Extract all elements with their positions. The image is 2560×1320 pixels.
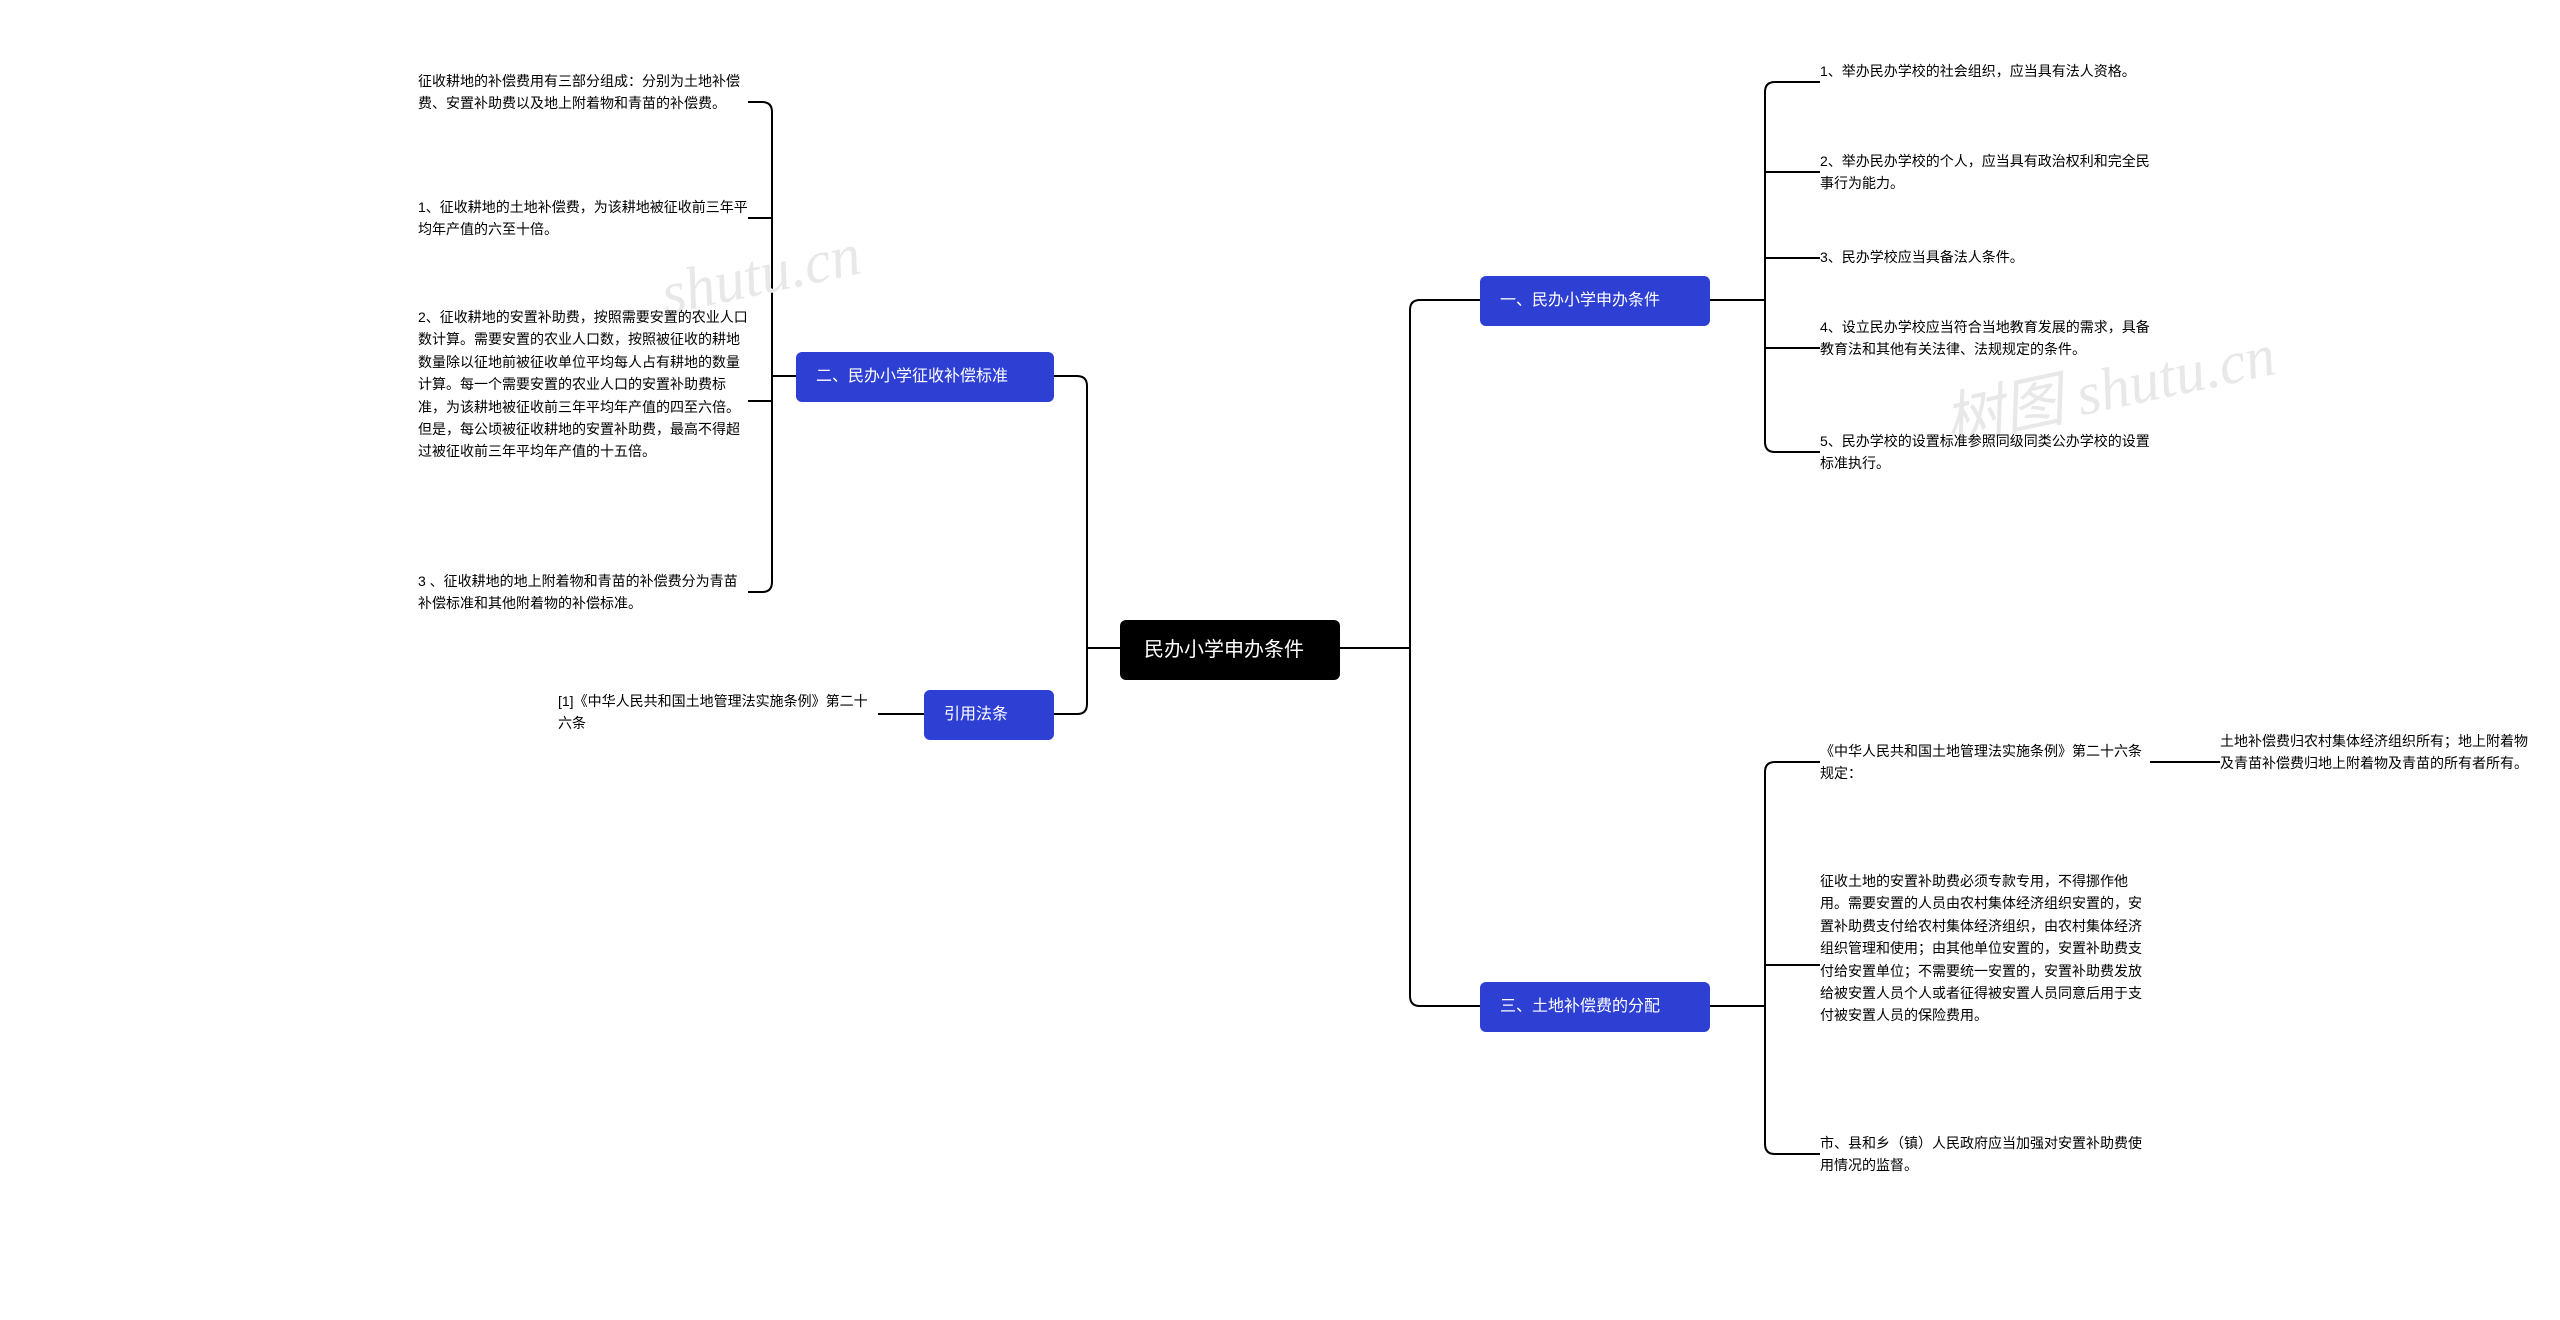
leaf: 《中华人民共和国土地管理法实施条例》第二十六条规定： xyxy=(1820,740,2150,785)
leaf: [1]《中华人民共和国土地管理法实施条例》第二十六条 xyxy=(558,690,878,735)
leaf: 征收土地的安置补助费必须专款专用，不得挪作他用。需要安置的人员由农村集体经济组织… xyxy=(1820,870,2150,1027)
branch-b1: 一、民办小学申办条件 xyxy=(1480,276,1710,326)
branch-b2: 二、民办小学征收补偿标准 xyxy=(796,352,1054,402)
branch-b4: 引用法条 xyxy=(924,690,1054,740)
leaf: 征收耕地的补偿费用有三部分组成：分别为土地补偿费、安置补助费以及地上附着物和青苗… xyxy=(418,70,748,115)
leaf: 1、征收耕地的土地补偿费，为该耕地被征收前三年平均年产值的六至十倍。 xyxy=(418,196,748,241)
leaf: 3、民办学校应当具备法人条件。 xyxy=(1820,246,2150,268)
leaf: 1、举办民办学校的社会组织，应当具有法人资格。 xyxy=(1820,60,2150,82)
leaf: 2、征收耕地的安置补助费，按照需要安置的农业人口数计算。需要安置的农业人口数，按… xyxy=(418,306,748,463)
root-node: 民办小学申办条件 xyxy=(1120,620,1340,680)
branch-b3: 三、土地补偿费的分配 xyxy=(1480,982,1710,1032)
leaf: 2、举办民办学校的个人，应当具有政治权利和完全民事行为能力。 xyxy=(1820,150,2150,195)
leaf: 市、县和乡（镇）人民政府应当加强对安置补助费使用情况的监督。 xyxy=(1820,1132,2150,1177)
leaf-sub: 土地补偿费归农村集体经济组织所有；地上附着物及青苗补偿费归地上附着物及青苗的所有… xyxy=(2220,730,2530,775)
leaf: 4、设立民办学校应当符合当地教育发展的需求，具备教育法和其他有关法律、法规规定的… xyxy=(1820,316,2150,361)
leaf: 3 、征收耕地的地上附着物和青苗的补偿费分为青苗补偿标准和其他附着物的补偿标准。 xyxy=(418,570,748,615)
leaf: 5、民办学校的设置标准参照同级同类公办学校的设置标准执行。 xyxy=(1820,430,2150,475)
